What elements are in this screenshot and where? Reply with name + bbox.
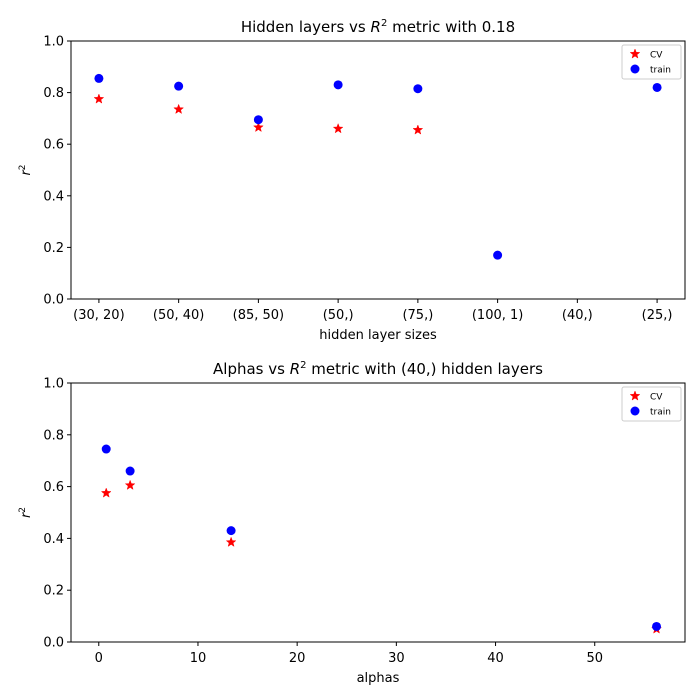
y-tick-label: 0.0 bbox=[43, 636, 64, 651]
x-tick-label: (85, 50) bbox=[233, 308, 285, 323]
data-point bbox=[100, 487, 112, 498]
legend: CV train bbox=[621, 386, 682, 422]
y-tick-label: 0.4 bbox=[43, 189, 64, 204]
y-axis-label: r2 bbox=[18, 507, 34, 518]
data-point bbox=[652, 621, 662, 631]
x-tick-label: (100, 1) bbox=[472, 308, 524, 323]
data-point bbox=[93, 93, 105, 104]
chart-title: Hidden layers vs R2 metric with 0.18 bbox=[241, 18, 515, 36]
data-point bbox=[252, 121, 264, 133]
x-tick-label: 20 bbox=[289, 651, 306, 666]
x-axis-label: alphas bbox=[357, 671, 400, 686]
data-point bbox=[94, 73, 104, 83]
x-tick-label: (30, 20) bbox=[73, 308, 125, 323]
data-point bbox=[412, 124, 424, 135]
chart-title-math-base: R bbox=[371, 18, 381, 36]
chart-alphas: 0.00.20.40.60.81.00 10 20 30 40 50alphasr2Alp… bbox=[18, 360, 686, 686]
y-tick-label: 1.0 bbox=[43, 377, 64, 392]
x-tick-label: (25,) bbox=[642, 308, 673, 323]
data-point bbox=[652, 82, 662, 92]
y-tick-label: 0.2 bbox=[43, 584, 64, 599]
y-tick-label: 0.2 bbox=[43, 241, 64, 256]
x-axis-label: hidden layer sizes bbox=[319, 328, 437, 343]
chart-title-math-sup: 2 bbox=[381, 18, 387, 29]
legend-label-cv: CV bbox=[650, 51, 663, 61]
x-tick-label: (50,) bbox=[323, 308, 354, 323]
legend-marker-train bbox=[630, 64, 640, 74]
legend: CV train bbox=[621, 44, 682, 80]
chart-title-prefix: Hidden layers vs bbox=[241, 18, 371, 36]
data-point bbox=[253, 115, 263, 125]
data-point bbox=[332, 123, 344, 134]
y-tick-label: 0.4 bbox=[43, 532, 64, 547]
plot-frame bbox=[70, 382, 686, 643]
y-tick-label: 0.6 bbox=[43, 138, 64, 153]
y-axis-label-sup: 2 bbox=[18, 164, 28, 170]
chart-hidden-layers: 0.0 0.2 0.4 0.6 0.8 1.0 (30, 20) (50, 40) (85, 5… bbox=[18, 18, 686, 343]
x-tick-label: (40,) bbox=[562, 308, 593, 323]
series-cv bbox=[93, 93, 424, 135]
legend-label-train: train bbox=[650, 408, 671, 418]
chart-title-suffix: metric with (40,) hidden layers bbox=[307, 360, 544, 378]
x-tick-label: (75,) bbox=[402, 308, 433, 323]
y-tick-label: 1.0 bbox=[43, 35, 64, 50]
data-point bbox=[173, 103, 185, 114]
chart-title-suffix: metric with 0.18 bbox=[387, 18, 515, 36]
data-point bbox=[226, 526, 236, 536]
legend-label-train: train bbox=[650, 66, 671, 76]
legend-label-cv: CV bbox=[650, 393, 663, 403]
data-point bbox=[174, 81, 184, 91]
y-axis-label-base: r bbox=[19, 169, 34, 176]
y-axis-label-sup: 2 bbox=[18, 507, 28, 513]
data-point bbox=[225, 536, 237, 547]
data-point bbox=[413, 84, 423, 94]
x-tick-label: (50, 40) bbox=[153, 308, 205, 323]
legend-marker-cv bbox=[629, 390, 641, 401]
data-point bbox=[101, 444, 111, 454]
data-point bbox=[493, 250, 503, 260]
chart-title-prefix: Alphas vs bbox=[213, 360, 290, 378]
x-tick-label: 40 bbox=[487, 651, 504, 666]
y-tick-label: 0.6 bbox=[43, 480, 64, 495]
series-train bbox=[94, 73, 662, 260]
y-tick-label: 0.8 bbox=[43, 428, 64, 443]
legend-marker-train bbox=[630, 406, 640, 416]
y-axis-label-base: r bbox=[19, 511, 34, 518]
x-tick-label: 30 bbox=[388, 651, 405, 666]
x-tick-label: 0 bbox=[95, 651, 103, 666]
plot-frame bbox=[70, 40, 686, 300]
series-train bbox=[101, 444, 662, 631]
data-point bbox=[125, 466, 135, 476]
y-tick-label: 0.0 bbox=[43, 293, 64, 308]
y-tick-label: 0.8 bbox=[43, 86, 64, 101]
chart-title-math-base: R bbox=[290, 360, 300, 378]
chart-title-math-sup: 2 bbox=[300, 360, 306, 371]
y-axis-label: r2 bbox=[18, 164, 34, 175]
x-tick-label: 10 bbox=[190, 651, 207, 666]
x-tick-label: 50 bbox=[586, 651, 603, 666]
data-point bbox=[124, 479, 136, 490]
legend-marker-cv bbox=[629, 48, 641, 59]
data-point bbox=[333, 80, 343, 90]
chart-title: Alphas vs R2 metric with (40,) hidden la… bbox=[213, 360, 543, 378]
